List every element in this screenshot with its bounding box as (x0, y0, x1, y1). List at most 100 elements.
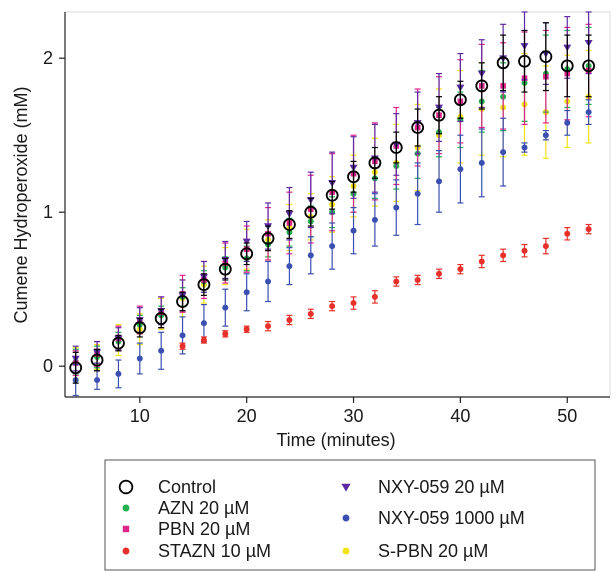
series-0-point-12 (325, 188, 339, 202)
y-tick-label-1: 1 (43, 202, 53, 222)
series-3-point-15 (500, 252, 507, 259)
series-0-point-2 (112, 336, 125, 350)
series-3 (179, 223, 592, 350)
series-3-point-11 (414, 276, 421, 283)
series-3-point-13 (457, 266, 464, 273)
x-tick-label-2: 30 (344, 406, 364, 426)
series-5-point-21 (521, 144, 528, 151)
series-0-point-20 (496, 56, 510, 70)
series-3-point-17 (542, 243, 549, 250)
series-0-point-4 (154, 312, 168, 325)
series-3-point-12 (436, 270, 443, 277)
series-0-point-9 (261, 231, 275, 245)
series-3-point-16 (521, 247, 528, 254)
series-0-point-6 (197, 278, 211, 291)
series-3-point-14 (478, 258, 485, 265)
legend-label-4: NXY-059 20 µM (378, 477, 505, 497)
y-tick-label-0: 0 (43, 356, 53, 376)
series-0-point-10 (283, 218, 296, 231)
series-0-point-8 (240, 247, 254, 261)
series-5-point-8 (243, 289, 250, 296)
series-5-point-2 (115, 370, 122, 377)
series-0-point-0 (69, 361, 83, 375)
series-5-point-23 (564, 119, 571, 126)
legend-label-0: Control (158, 477, 216, 497)
series-5-point-15 (393, 204, 400, 211)
series-3-point-6 (307, 310, 314, 317)
legend-marker-5 (342, 514, 350, 522)
series-5-point-20 (500, 149, 507, 156)
series-3-point-1 (200, 337, 207, 344)
series-0-point-24 (582, 59, 596, 73)
series-0-point-5 (176, 295, 189, 308)
series-5-point-11 (307, 252, 314, 259)
series-3-point-7 (329, 303, 336, 310)
x-ticks: 10 20 30 40 50 (130, 397, 577, 426)
series-3-point-10 (393, 278, 400, 285)
series-5-point-1 (94, 377, 101, 384)
x-tick-label-4: 50 (557, 406, 577, 426)
y-ticks: 0 1 2 (43, 48, 65, 376)
series-5-point-10 (286, 263, 293, 270)
series-3-point-5 (286, 317, 293, 323)
legend-label-6: S-PBN 20 µM (378, 541, 488, 561)
series-0-point-1 (90, 353, 104, 367)
series-5-point-18 (457, 166, 464, 173)
legend-label-5: NXY-059 1000 µM (378, 508, 525, 528)
legend-marker-1 (122, 504, 130, 512)
series-5-point-7 (222, 304, 229, 311)
series-3-point-4 (265, 323, 272, 330)
series-5-point-17 (436, 178, 443, 185)
series-5-point-5 (179, 332, 186, 339)
x-axis-label: Time (minutes) (276, 430, 395, 450)
y-axis-label: Cumene Hydroperoxide (mM) (11, 86, 31, 323)
series-4-point-8 (242, 238, 251, 246)
series-0-point-18 (453, 93, 467, 107)
series-0-point-21 (518, 54, 531, 68)
series-0-point-13 (347, 170, 360, 184)
legend-label-3: STAZN 10 µM (158, 541, 271, 561)
series-0-point-7 (218, 262, 232, 276)
x-tick-label-3: 40 (450, 406, 470, 426)
series-0-point-14 (368, 156, 382, 170)
series-3-point-18 (564, 230, 571, 237)
series-3-point-2 (222, 330, 229, 337)
series-3-point-9 (371, 293, 378, 300)
series-3-point-19 (585, 226, 592, 233)
series-3-point-8 (350, 300, 357, 307)
series-0-point-11 (304, 205, 318, 219)
series-0 (69, 22, 596, 384)
series-5-point-13 (350, 227, 357, 234)
legend-marker-3 (122, 547, 130, 555)
legend-marker-4 (341, 483, 351, 492)
x-tick-label-0: 10 (130, 406, 150, 426)
legend-label-1: AZN 20 µM (158, 498, 249, 518)
series-3-point-3 (243, 326, 250, 333)
legend-box (104, 459, 596, 571)
series-layer (69, 11, 596, 397)
x-tick-label-1: 20 (237, 406, 257, 426)
series-0-point-15 (389, 141, 403, 154)
series-5-point-9 (265, 278, 272, 285)
series-0-point-22 (539, 50, 553, 64)
series-5-point-6 (200, 320, 207, 327)
series-5-point-4 (158, 347, 165, 354)
series-0-point-17 (432, 108, 446, 122)
series-3-point-0 (179, 343, 186, 350)
series-0-point-16 (411, 121, 425, 134)
plot-frame (64, 11, 611, 398)
series-5 (72, 99, 592, 397)
series-5-point-19 (478, 159, 485, 166)
legend-marker-2 (122, 525, 130, 533)
series-5-point-24 (585, 109, 592, 116)
legend-label-2: PBN 20 µM (158, 519, 250, 539)
y-tick-label-2: 2 (43, 48, 53, 68)
series-0-point-23 (560, 59, 574, 73)
series-5-point-14 (371, 216, 378, 223)
series-0-point-19 (475, 79, 489, 93)
series-5-point-16 (414, 190, 421, 197)
series-5-point-3 (136, 355, 143, 362)
legend-marker-0 (118, 479, 134, 495)
